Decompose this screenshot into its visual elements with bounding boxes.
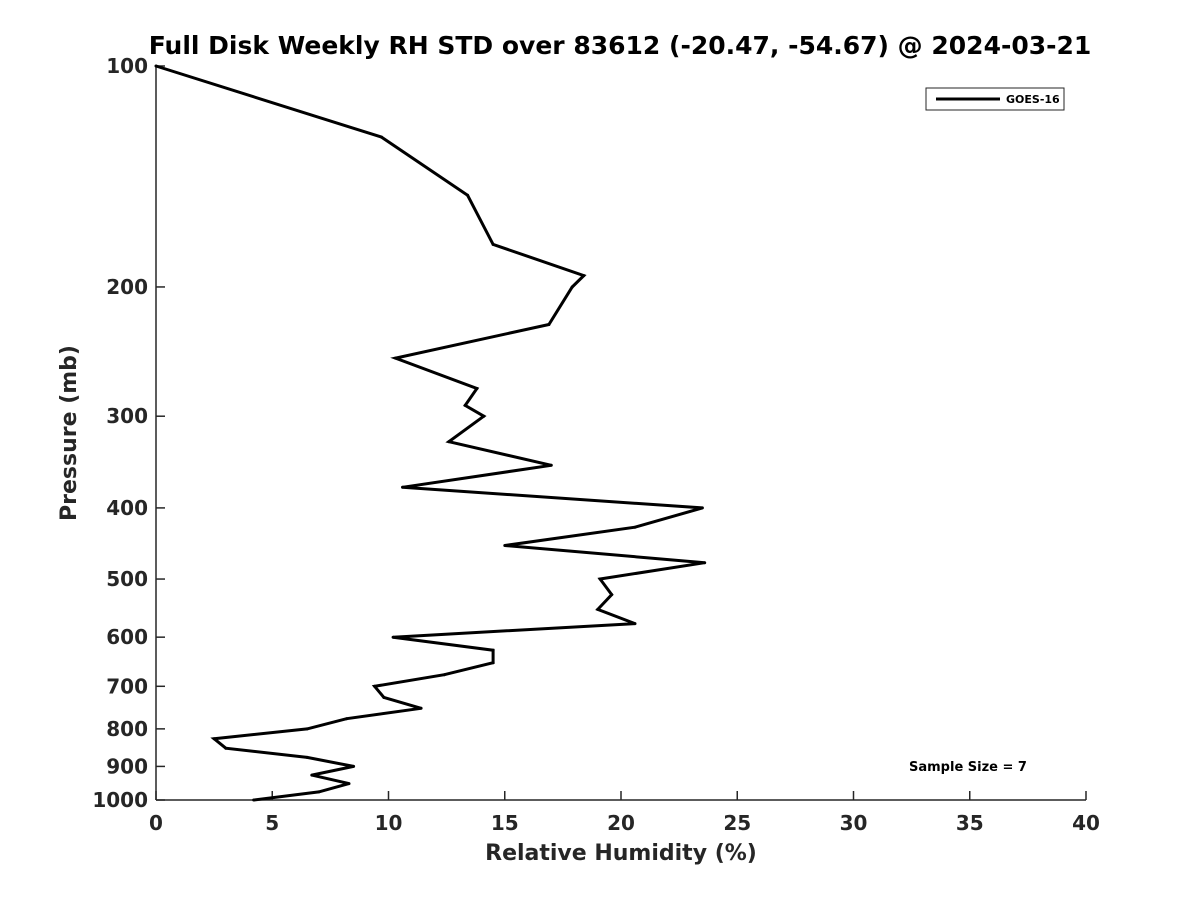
legend-label-goes-16: GOES-16: [1006, 93, 1060, 106]
x-ticks: 0 5 10 15 20 25 30 35 40: [149, 791, 1100, 835]
data-point: [154, 64, 158, 68]
x-axis-label: Relative Humidity (%): [485, 841, 757, 866]
y-tick-label: 200: [106, 275, 148, 299]
series-layer: [154, 64, 707, 802]
y-axis-label: Pressure (mb): [57, 345, 82, 521]
data-point: [475, 387, 479, 390]
y-tick-label: 300: [106, 404, 148, 428]
x-tick-label: 10: [375, 811, 403, 835]
data-point: [401, 485, 404, 489]
data-point: [352, 764, 356, 768]
data-point: [373, 684, 377, 688]
data-point: [317, 790, 321, 794]
data-point: [633, 525, 637, 529]
data-point: [447, 440, 451, 444]
x-tick-label: 0: [149, 811, 163, 835]
data-point: [491, 648, 495, 652]
data-point: [491, 661, 495, 665]
data-point: [547, 323, 551, 326]
data-point: [252, 798, 256, 802]
data-point: [345, 717, 349, 721]
x-tick-label: 25: [723, 811, 751, 835]
data-point: [491, 242, 495, 246]
data-point: [380, 135, 383, 139]
data-point: [596, 607, 600, 611]
data-point: [582, 274, 586, 278]
y-tick-label: 600: [106, 625, 148, 649]
data-point: [382, 696, 386, 699]
data-point: [466, 193, 470, 197]
data-point: [442, 673, 446, 677]
x-tick-label: 35: [956, 811, 984, 835]
x-tick-label: 30: [840, 811, 868, 835]
y-tick-label: 900: [106, 754, 148, 778]
data-point: [394, 356, 397, 360]
y-tick-label: 800: [106, 717, 148, 741]
data-point: [598, 577, 602, 581]
data-point: [570, 285, 574, 289]
x-tick-label: 40: [1072, 811, 1100, 835]
legend: GOES-16: [925, 87, 1065, 111]
y-tick-label: 100: [106, 54, 148, 78]
data-point: [305, 755, 309, 759]
data-point: [503, 544, 507, 547]
sample-size-annotation: Sample Size = 7: [909, 760, 1027, 775]
data-point: [212, 737, 216, 741]
data-point: [633, 622, 637, 626]
x-tick-label: 20: [607, 811, 635, 835]
data-point: [610, 593, 614, 597]
data-point: [347, 782, 351, 786]
data-point: [703, 561, 707, 565]
series-line-goes-16: [155, 64, 705, 802]
data-point: [700, 506, 704, 510]
data-point: [224, 746, 228, 750]
y-ticks: 100 200 300 400 500 600 700 800 900 1000: [92, 54, 165, 812]
data-point: [419, 706, 423, 710]
y-tick-label: 400: [106, 496, 148, 520]
y-tick-label: 1000: [92, 788, 148, 812]
data-point: [305, 727, 309, 731]
y-tick-label: 500: [106, 567, 148, 591]
y-tick-label: 700: [106, 674, 148, 698]
data-point: [391, 635, 395, 639]
x-tick-label: 15: [491, 811, 519, 835]
chart-title: Full Disk Weekly RH STD over 83612 (-20.…: [149, 31, 1092, 60]
data-point: [310, 773, 314, 777]
data-point: [482, 414, 486, 418]
data-point: [549, 463, 553, 467]
x-tick-label: 5: [265, 811, 279, 835]
data-point: [463, 403, 467, 407]
